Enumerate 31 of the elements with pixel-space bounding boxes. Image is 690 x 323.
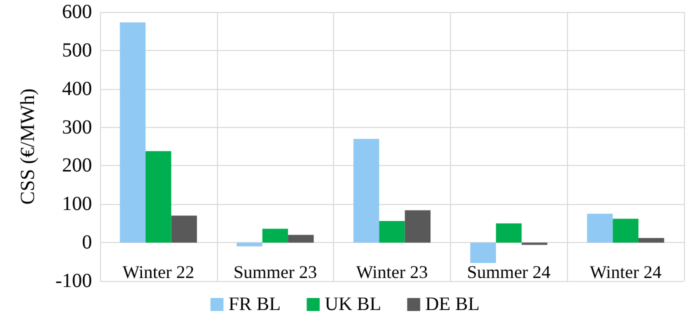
bar xyxy=(353,138,380,243)
y-tick-label: 0 xyxy=(82,232,92,254)
legend-label: DE BL xyxy=(425,294,480,315)
x-tick-label: Winter 22 xyxy=(122,262,194,282)
bar xyxy=(638,238,664,243)
bar xyxy=(262,228,288,243)
y-tick-label: 200 xyxy=(62,154,92,177)
bar xyxy=(470,242,496,263)
y-tick-label: 300 xyxy=(62,116,92,138)
bar xyxy=(146,151,172,243)
x-tick-label: Summer 24 xyxy=(467,262,551,282)
y-tick-label: 600 xyxy=(62,1,92,23)
x-tick-label: Winter 23 xyxy=(356,262,428,282)
bar xyxy=(587,214,613,243)
y-tick-label: 100 xyxy=(62,193,92,216)
bar xyxy=(171,216,197,243)
y-tick-label: -100 xyxy=(55,270,92,292)
y-axis-title: CSS (€/MWh) xyxy=(17,88,39,205)
bar xyxy=(612,218,638,243)
bar xyxy=(496,223,522,243)
bar xyxy=(379,221,405,243)
bar xyxy=(236,242,262,246)
legend-label: FR BL xyxy=(228,294,281,315)
legend-label: UK BL xyxy=(324,294,382,315)
bar xyxy=(120,22,146,243)
x-tick-label: Summer 23 xyxy=(233,262,317,282)
bar xyxy=(404,210,431,243)
x-tick-label: Winter 24 xyxy=(590,262,662,282)
y-tick-label: 500 xyxy=(62,39,92,62)
y-tick-label: 400 xyxy=(62,78,92,100)
bar xyxy=(288,234,314,243)
